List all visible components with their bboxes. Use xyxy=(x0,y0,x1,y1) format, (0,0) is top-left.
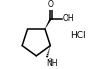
Text: HCl: HCl xyxy=(70,31,86,40)
Text: NH: NH xyxy=(46,59,57,68)
Polygon shape xyxy=(45,18,52,29)
Text: 2: 2 xyxy=(49,58,52,63)
Text: O: O xyxy=(48,0,54,9)
Text: OH: OH xyxy=(62,14,74,23)
